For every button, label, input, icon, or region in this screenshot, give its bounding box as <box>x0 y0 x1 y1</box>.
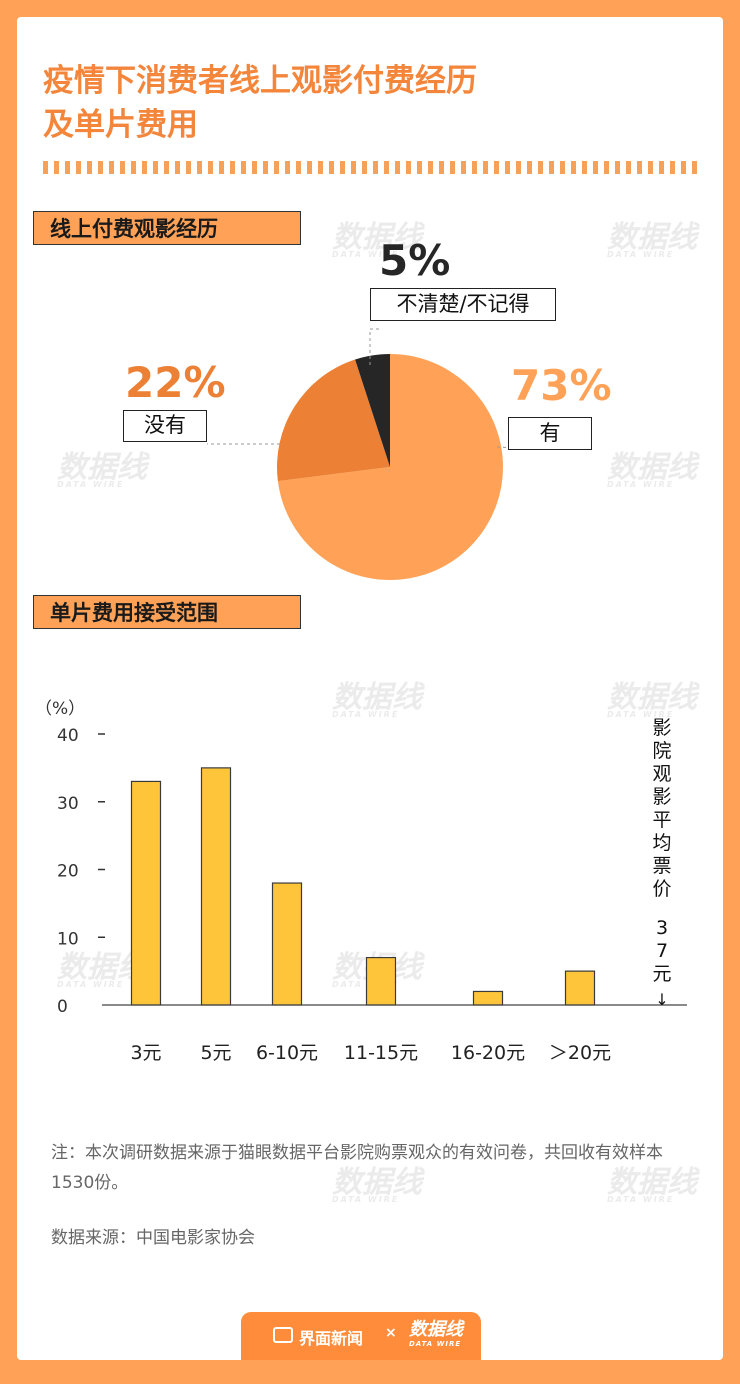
page-title: 疫情下消费者线上观影付费经历 及单片费用 <box>43 59 477 147</box>
y-tick-label: 0 <box>57 997 68 1017</box>
footer-brand-jiemian: 界面新闻 <box>299 1329 364 1348</box>
bar-chart: （%） 0 10 20 30 40 3元 5元 6-10元 11-15元 16-20元 ＞20元 <box>35 699 687 1064</box>
pie-label-no: 没有 <box>123 410 207 442</box>
pie-label-unsure: 不清楚/不记得 <box>370 288 556 321</box>
y-tick-label: 40 <box>57 726 79 746</box>
x-category-label: 5元 <box>200 1042 231 1064</box>
bar-3 <box>365 956 397 1006</box>
dashed-divider <box>43 161 697 174</box>
pie-leader-line <box>369 328 382 365</box>
pie-slice-no <box>276 359 390 482</box>
x-category-label: 16-20元 <box>451 1042 525 1064</box>
y-tick-label: 10 <box>57 929 79 949</box>
y-axis-unit: （%） <box>35 699 85 719</box>
survey-note: 注：本次调研数据来源于猫眼数据平台影院购票观众的有效问卷，共回收有效样本1530… <box>51 1143 663 1193</box>
pie-slice-yes <box>277 354 503 580</box>
section-title-price-range: 单片费用接受范围 <box>33 595 301 629</box>
infographic-card: 疫情下消费者线上观影付费经历 及单片费用 数据线 DATA WIRE 数据线 DAT… <box>17 17 723 1360</box>
jiemian-logo-icon <box>273 1327 293 1343</box>
title-line-1: 疫情下消费者线上观影付费经历 <box>43 63 477 99</box>
footer-separator: × <box>385 1325 397 1341</box>
footer-brand-datawire: 数据线 DATA WIRE <box>409 1319 463 1349</box>
x-category-label: ＞20元 <box>549 1042 611 1064</box>
x-category-label: 11-15元 <box>344 1042 418 1064</box>
y-tick-label: 30 <box>57 794 79 814</box>
pie-label-yes: 有 <box>508 417 592 450</box>
bar-5 <box>564 970 596 1006</box>
bar-2 <box>271 882 303 1006</box>
data-source: 数据来源：中国电影家协会 <box>51 1228 255 1248</box>
y-tick-label: 20 <box>57 862 79 882</box>
pie-percent-unsure: 5% <box>379 236 451 285</box>
x-category-label: 3元 <box>130 1042 161 1064</box>
footer-brand-bar: 界面新闻 × 数据线 DATA WIRE <box>241 1312 481 1360</box>
down-arrow-icon: ↓ <box>655 990 669 1009</box>
section-title-online-experience: 线上付费观影经历 <box>33 211 301 245</box>
title-line-2: 及单片费用 <box>43 107 198 143</box>
avg-price-label: 影院观影平均票价 <box>652 717 672 900</box>
bar-4 <box>472 990 504 1006</box>
bar-1 <box>200 767 232 1006</box>
pie-percent-yes: 73% <box>511 361 612 410</box>
pie-percent-no: 22% <box>125 358 226 407</box>
x-category-label: 6-10元 <box>256 1042 318 1064</box>
bar-0 <box>130 780 162 1006</box>
pie-slice-unsure <box>355 354 390 467</box>
